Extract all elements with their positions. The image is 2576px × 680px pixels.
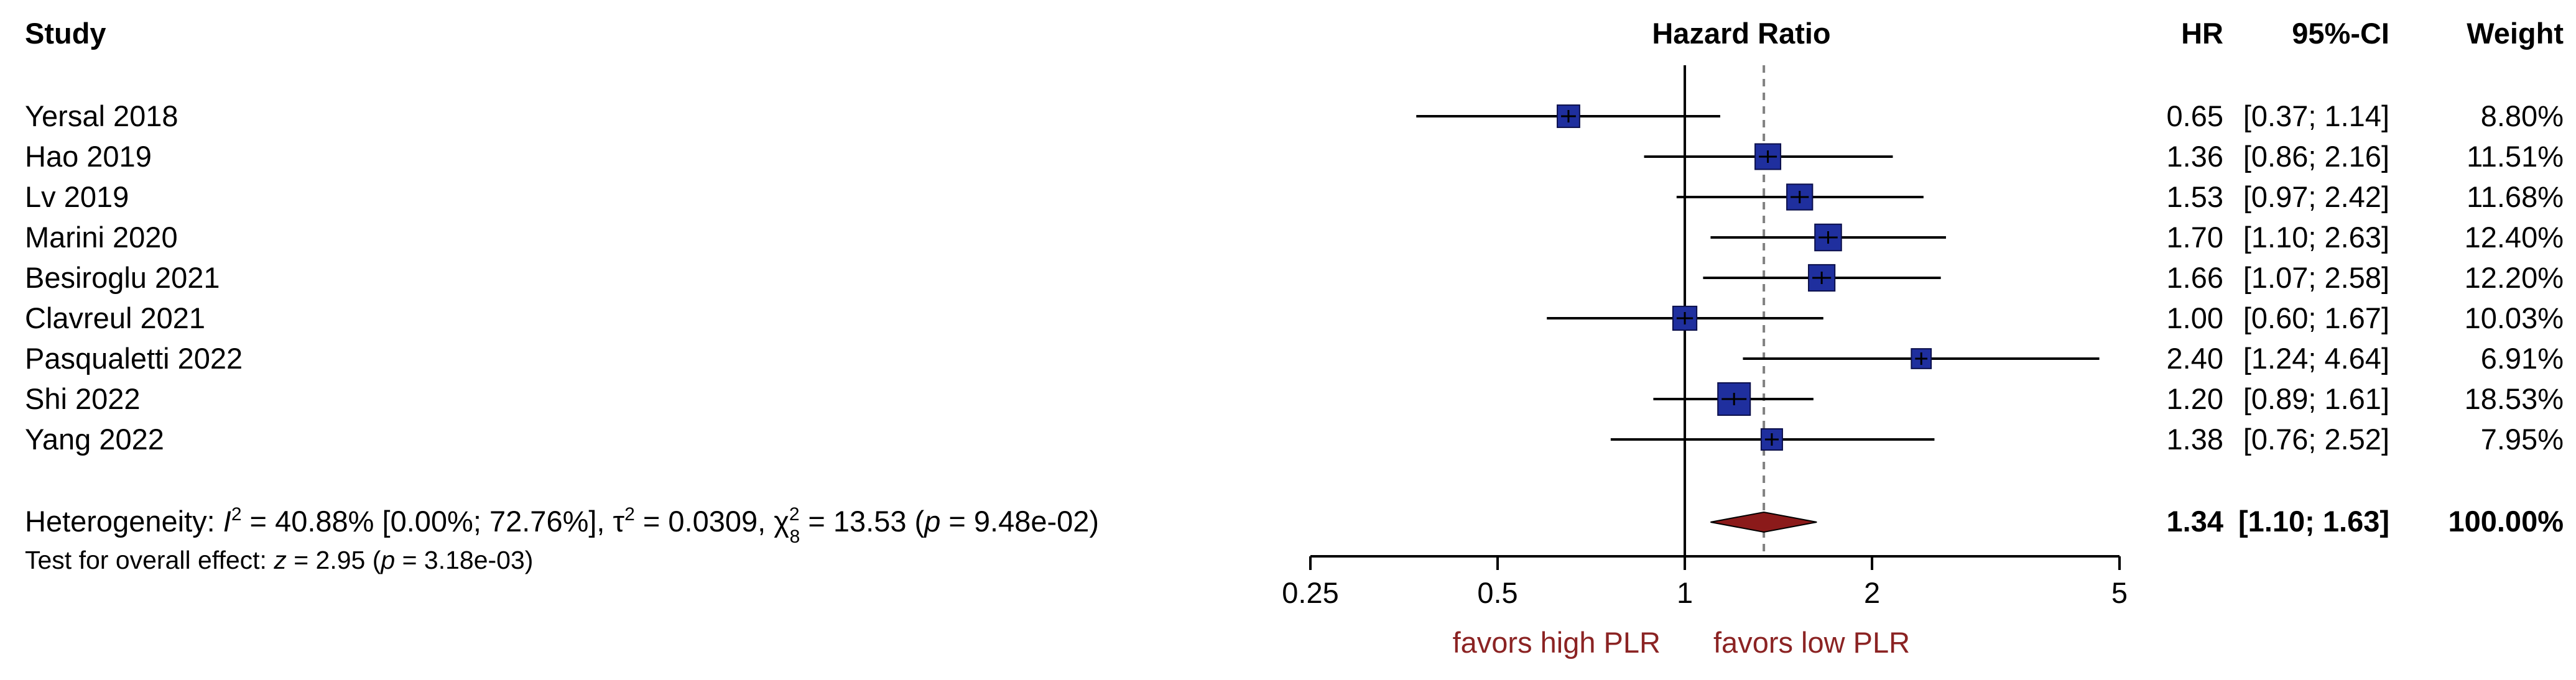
study-ci: [0.76; 2.52] [2243, 423, 2389, 456]
header-ci: 95%-CI [2292, 17, 2389, 50]
study-name: Clavreul 2021 [25, 301, 205, 334]
x-axis: 0.25 0.5 1 2 5 [1282, 555, 2128, 609]
study-ci: [0.60; 1.67] [2243, 301, 2389, 334]
x-tick-label: 0.25 [1282, 576, 1338, 609]
study-ci: [0.89; 1.61] [2243, 382, 2389, 415]
header-study: Study [25, 17, 106, 50]
study-name: Yersal 2018 [25, 99, 178, 132]
study-weight: 6.91% [2481, 342, 2564, 375]
study-hr: 1.66 [2167, 261, 2223, 294]
study-name: Besiroglu 2021 [25, 261, 220, 294]
study-ci: [1.10; 2.63] [2243, 221, 2389, 254]
study-name: Marini 2020 [25, 221, 178, 254]
study-weight: 11.68% [2467, 180, 2564, 213]
favors-left-label: favors high PLR [1453, 626, 1661, 659]
overall-effect-text: Test for overall effect: z = 2.95 (p = 3… [25, 546, 533, 574]
study-weight: 12.40% [2465, 221, 2564, 254]
study-hr: 1.36 [2167, 140, 2223, 173]
study-name: Lv 2019 [25, 180, 129, 213]
overall-hr: 1.34 [2167, 505, 2223, 538]
x-tick-label: 0.5 [1477, 576, 1517, 609]
heterogeneity-text: Heterogeneity: I2 = 40.88% [0.00%; 72.76… [25, 504, 1099, 547]
study-row: Clavreul 2021 1.00 [0.60; 1.67] 10.03% [25, 301, 2564, 334]
overall-diamond [1710, 511, 1817, 533]
study-ci: [1.07; 2.58] [2243, 261, 2389, 294]
study-weight: 7.95% [2481, 423, 2564, 456]
study-row: Shi 2022 1.20 [0.89; 1.61] 18.53% [25, 382, 2564, 416]
study-ci: [0.37; 1.14] [2243, 99, 2389, 132]
study-row: Hao 2019 1.36 [0.86; 2.16] 11.51% [25, 140, 2564, 173]
study-hr: 2.40 [2167, 342, 2223, 375]
study-rows: Yersal 2018 0.65 [0.37; 1.14] 8.80% Hao 2019… [25, 99, 2564, 533]
study-row: Marini 2020 1.70 [1.10; 2.63] 12.40% [25, 221, 2564, 254]
overall-ci: [1.10; 1.63] [2238, 505, 2389, 538]
study-row: Yang 2022 1.38 [0.76; 2.52] 7.95% [25, 423, 2564, 456]
study-weight: 11.51% [2467, 140, 2564, 173]
study-weight: 10.03% [2465, 301, 2564, 334]
favors-right-label: favors low PLR [1713, 626, 1910, 659]
study-weight: 18.53% [2465, 382, 2564, 415]
study-row: Yersal 2018 0.65 [0.37; 1.14] 8.80% [25, 99, 2564, 132]
header-hazard-ratio: Hazard Ratio [1652, 17, 1830, 50]
study-name: Shi 2022 [25, 382, 141, 415]
study-ci: [0.97; 2.42] [2243, 180, 2389, 213]
header-weight: Weight [2467, 17, 2564, 50]
study-row: Pasqualetti 2022 2.40 [1.24; 4.64] 6.91% [25, 342, 2564, 375]
study-weight: 12.20% [2465, 261, 2564, 294]
header-hr: HR [2181, 17, 2223, 50]
study-hr: 1.00 [2167, 301, 2223, 334]
study-name: Yang 2022 [25, 423, 164, 456]
x-tick-label: 1 [1677, 576, 1693, 609]
x-tick-label: 2 [1864, 576, 1880, 609]
study-row: Besiroglu 2021 1.66 [1.07; 2.58] 12.20% [25, 261, 2564, 294]
effect-square [1760, 428, 1783, 451]
study-hr: 1.38 [2167, 423, 2223, 456]
study-weight: 8.80% [2481, 99, 2564, 132]
overall-weight: 100.00% [2448, 505, 2564, 538]
study-ci: [1.24; 4.64] [2243, 342, 2389, 375]
study-hr: 1.20 [2167, 382, 2223, 415]
x-tick-label: 5 [2111, 576, 2128, 609]
study-hr: 0.65 [2167, 99, 2223, 132]
study-row: Lv 2019 1.53 [0.97; 2.42] 11.68% [25, 180, 2564, 213]
study-name: Hao 2019 [25, 140, 152, 173]
study-hr: 1.53 [2167, 180, 2223, 213]
study-ci: [0.86; 2.16] [2243, 140, 2389, 173]
study-name: Pasqualetti 2022 [25, 342, 243, 375]
study-hr: 1.70 [2167, 221, 2223, 254]
